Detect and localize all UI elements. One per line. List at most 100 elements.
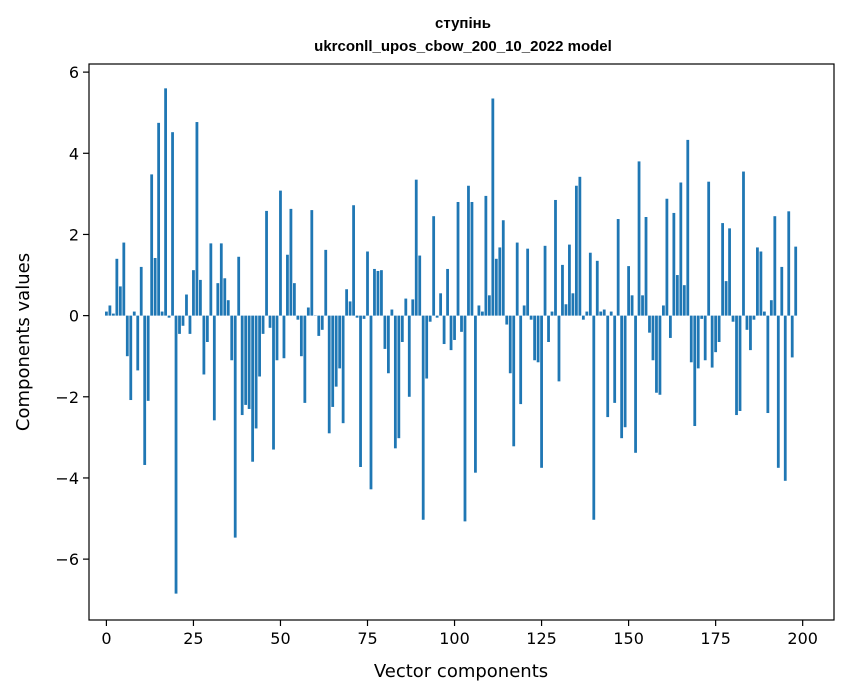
bar-59 — [310, 210, 314, 316]
bar-184 — [745, 315, 749, 330]
x-tick-label: 200 — [787, 629, 818, 648]
bar-95 — [435, 315, 439, 318]
bar-10 — [139, 266, 143, 316]
bar-156 — [648, 315, 651, 333]
bar-6 — [125, 315, 129, 357]
bar-169 — [693, 315, 697, 427]
bar-85 — [400, 315, 404, 342]
bar-113 — [498, 247, 502, 316]
bar-72 — [355, 315, 359, 318]
bar-13 — [150, 174, 154, 316]
bar-101 — [456, 201, 460, 316]
bar-128 — [550, 311, 554, 316]
bar-173 — [707, 181, 711, 316]
bar-114 — [501, 220, 505, 316]
bar-162 — [668, 315, 672, 338]
bar-11 — [143, 315, 147, 465]
bar-102 — [460, 315, 463, 332]
bar-159 — [658, 315, 662, 395]
bar-66 — [334, 315, 338, 387]
bar-67 — [338, 315, 342, 369]
bar-171 — [700, 315, 704, 319]
bar-110 — [487, 295, 491, 316]
bar-151 — [630, 295, 634, 316]
bar-134 — [571, 293, 575, 316]
bar-192 — [773, 216, 777, 316]
bar-157 — [651, 315, 655, 361]
x-tick-label: 175 — [700, 629, 731, 648]
bar-70 — [348, 301, 352, 316]
bar-29 — [205, 315, 209, 342]
x-axis: 0 25 50 75 100 125 150 175 200 — [101, 620, 818, 648]
bar-94 — [432, 216, 436, 316]
bar-44 — [258, 315, 261, 377]
plot-frame — [88, 63, 835, 621]
bar-39 — [240, 315, 244, 416]
bar-65 — [331, 315, 335, 407]
bar-198 — [794, 246, 798, 316]
bar-3 — [115, 258, 119, 316]
bar-98 — [446, 268, 449, 316]
bar-90 — [418, 255, 422, 316]
bar-91 — [421, 315, 425, 520]
bar-137 — [581, 315, 585, 320]
bar-82 — [390, 309, 394, 316]
bar-99 — [449, 315, 453, 351]
bar-19 — [171, 132, 174, 316]
bar-147 — [616, 219, 620, 316]
bar-14 — [153, 257, 157, 316]
bar-64 — [327, 315, 331, 434]
bar-22 — [181, 315, 185, 326]
bar-117 — [512, 315, 516, 447]
bar-129 — [554, 199, 557, 316]
bars-group — [105, 88, 798, 594]
bar-26 — [195, 122, 199, 316]
bar-132 — [564, 304, 568, 316]
bar-36 — [230, 315, 234, 361]
bar-40 — [244, 315, 248, 405]
y-tick-label: 0 — [69, 307, 79, 326]
bar-187 — [756, 247, 759, 316]
bar-131 — [561, 264, 564, 316]
bar-115 — [505, 315, 509, 325]
x-tick-label: 100 — [439, 629, 470, 648]
bar-175 — [714, 315, 718, 353]
bar-167 — [686, 139, 690, 316]
bar-118 — [515, 242, 519, 316]
bar-58 — [306, 307, 310, 316]
bar-18 — [167, 315, 171, 318]
bar-196 — [787, 211, 791, 316]
bar-24 — [188, 315, 192, 334]
bar-125 — [540, 315, 543, 468]
bar-111 — [491, 98, 495, 316]
bar-182 — [738, 315, 742, 411]
bar-180 — [731, 315, 735, 322]
bar-183 — [742, 171, 745, 316]
bar-12 — [146, 315, 150, 401]
bar-124 — [536, 315, 540, 363]
bar-93 — [428, 315, 432, 322]
bar-112 — [494, 258, 498, 316]
bar-78 — [376, 270, 380, 316]
bar-108 — [481, 311, 484, 316]
bar-142 — [599, 311, 603, 316]
bar-160 — [662, 305, 665, 316]
bar-8 — [132, 311, 136, 316]
bar-174 — [710, 315, 714, 368]
bar-68 — [341, 315, 345, 424]
bar-158 — [655, 315, 658, 393]
bar-4 — [118, 286, 122, 316]
x-tick-label: 0 — [101, 629, 111, 648]
bar-168 — [689, 315, 693, 363]
bar-170 — [696, 315, 700, 369]
bar-51 — [282, 315, 286, 359]
bar-191 — [769, 300, 773, 316]
bar-119 — [519, 315, 523, 405]
bar-42 — [251, 315, 255, 462]
y-tick-label: 4 — [69, 144, 79, 163]
bar-135 — [574, 185, 578, 316]
bar-104 — [467, 185, 470, 316]
bar-109 — [484, 195, 488, 316]
bar-62 — [320, 315, 324, 330]
